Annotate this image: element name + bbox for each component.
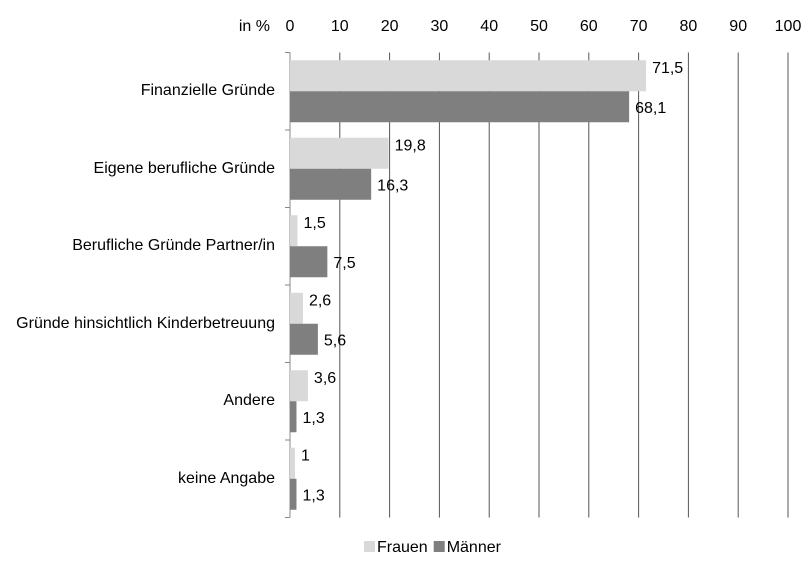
- bar: [290, 168, 372, 200]
- value-label: 7,5: [333, 255, 355, 272]
- bar: [290, 478, 297, 510]
- legend-swatch: [364, 541, 375, 552]
- value-label: 1,3: [302, 487, 324, 504]
- value-label: 19,8: [395, 137, 426, 154]
- x-tick-label: 0: [286, 18, 295, 35]
- bar: [290, 323, 318, 355]
- bar: [290, 246, 328, 278]
- value-label: 16,3: [377, 177, 408, 194]
- x-tick-label: 40: [480, 18, 498, 35]
- bar: [290, 137, 389, 169]
- value-label: 1,5: [303, 215, 325, 232]
- value-label: 71,5: [652, 60, 683, 77]
- x-tick-label: 100: [775, 18, 802, 35]
- bar: [290, 215, 298, 247]
- category-label: Berufliche Gründe Partner/in: [72, 237, 275, 255]
- category-label: Andere: [223, 392, 275, 410]
- legend-label: Männer: [447, 539, 502, 556]
- x-tick-label: 70: [630, 18, 648, 35]
- category-label: Eigene berufliche Gründe: [93, 159, 275, 177]
- category-label: Gründe hinsichtlich Kinderbetreuung: [16, 314, 275, 332]
- x-tick-label: 20: [381, 18, 399, 35]
- value-label: 68,1: [635, 100, 666, 117]
- bar: [290, 60, 647, 92]
- value-label: 2,6: [309, 292, 331, 309]
- value-label: 5,6: [324, 332, 346, 349]
- legend-swatch: [433, 541, 445, 552]
- legend-label: Frauen: [377, 539, 428, 556]
- category-label: Finanzielle Gründe: [140, 82, 275, 100]
- bar: [290, 401, 297, 433]
- bar: [290, 292, 303, 324]
- x-tick-label: 80: [680, 18, 698, 35]
- bar: [290, 370, 308, 402]
- value-label: 1: [301, 447, 310, 464]
- value-label: 3,6: [314, 370, 336, 387]
- x-tick-label: 30: [431, 18, 449, 35]
- category-label: keine Angabe: [178, 469, 275, 487]
- value-label: 1,3: [302, 410, 324, 427]
- axis-label: in %: [239, 18, 270, 35]
- x-tick-label: 50: [530, 18, 548, 35]
- bar: [290, 447, 295, 479]
- bar: [290, 91, 630, 123]
- x-tick-label: 60: [580, 18, 598, 35]
- x-tick-label: 10: [331, 18, 349, 35]
- x-tick-label: 90: [729, 18, 747, 35]
